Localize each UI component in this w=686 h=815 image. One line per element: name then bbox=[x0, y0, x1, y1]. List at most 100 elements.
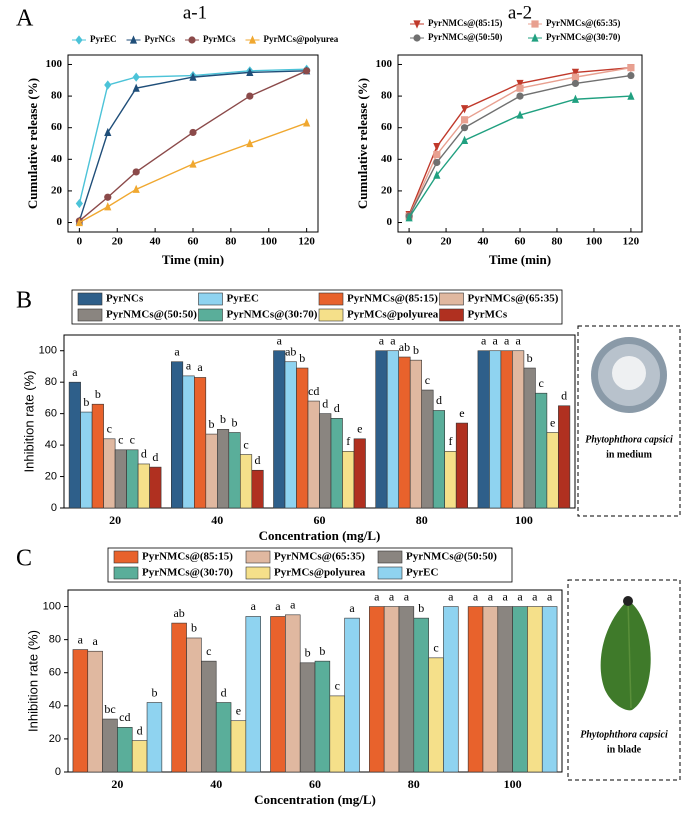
marker bbox=[246, 138, 254, 148]
x-tick-label: 100 bbox=[586, 236, 603, 248]
marker bbox=[460, 124, 469, 132]
bar bbox=[102, 718, 118, 773]
inset-species: Phytophthora capsici bbox=[580, 729, 668, 740]
bar bbox=[228, 432, 241, 509]
x-tick-label: 40 bbox=[211, 513, 223, 527]
significance-letter: a bbox=[448, 589, 454, 603]
marker bbox=[75, 198, 83, 209]
bar bbox=[546, 432, 559, 509]
marker bbox=[516, 110, 524, 119]
bar bbox=[477, 350, 490, 509]
y-tick-label: 60 bbox=[51, 121, 63, 133]
bar bbox=[398, 356, 411, 509]
marker bbox=[516, 92, 524, 100]
y-tick-label: 100 bbox=[39, 345, 57, 357]
significance-letter: d bbox=[334, 401, 340, 415]
y-tick-label: 60 bbox=[45, 408, 57, 420]
significance-letter: a bbox=[379, 333, 385, 347]
bar bbox=[149, 466, 162, 509]
y-tick-label: 100 bbox=[46, 58, 63, 70]
bar bbox=[482, 606, 499, 773]
significance-letter: d bbox=[255, 453, 261, 467]
series-line bbox=[408, 66, 632, 217]
significance-letter: c bbox=[335, 679, 340, 693]
y-tick-label: 80 bbox=[49, 634, 61, 646]
x-tick-label: 60 bbox=[515, 236, 527, 248]
legend-label: PyrNMCs@(85:15) bbox=[142, 551, 233, 563]
significance-letter: e bbox=[357, 422, 362, 436]
marker bbox=[104, 202, 112, 211]
bar bbox=[383, 606, 400, 773]
significance-letter: a bbox=[349, 601, 355, 615]
bar bbox=[443, 606, 459, 773]
legend-label: PyrNMCs@(85:15) bbox=[347, 293, 438, 305]
bar bbox=[500, 350, 513, 509]
significance-letter: a bbox=[186, 359, 192, 373]
legend-label: PyrNMCs@(65:35) bbox=[274, 551, 365, 563]
legend-label: PyrNMCs@(30:70) bbox=[142, 567, 233, 579]
bar bbox=[375, 350, 388, 509]
marker bbox=[460, 105, 469, 114]
x-tick-label: 0 bbox=[77, 236, 83, 248]
panel-label: C bbox=[16, 546, 32, 572]
marker bbox=[132, 83, 140, 92]
legend-swatch bbox=[198, 308, 223, 322]
legend-label: PyrEC bbox=[406, 567, 438, 579]
y-tick-label: 60 bbox=[381, 121, 393, 133]
marker bbox=[303, 118, 311, 127]
significance-letter: a bbox=[488, 589, 494, 603]
inset-caption: in medium bbox=[606, 449, 653, 460]
bar bbox=[489, 350, 502, 509]
inset-medium bbox=[577, 325, 681, 517]
x-tick-label: 0 bbox=[406, 236, 412, 248]
significance-letter: b bbox=[299, 351, 305, 365]
y-tick-label: 0 bbox=[387, 216, 393, 228]
legend-swatch bbox=[77, 308, 103, 322]
legend-swatch bbox=[377, 566, 403, 580]
y-tick-label: 20 bbox=[51, 184, 63, 196]
plot-frame bbox=[67, 54, 319, 233]
marker bbox=[627, 64, 635, 72]
panel-label: B bbox=[16, 288, 32, 314]
bar bbox=[217, 429, 230, 509]
y-tick-label: 60 bbox=[49, 667, 61, 679]
marker bbox=[516, 84, 524, 92]
significance-letter: b bbox=[83, 395, 89, 409]
significance-letter: a bbox=[374, 589, 380, 603]
legend-label: PyrNCs bbox=[106, 293, 144, 305]
legend-swatch bbox=[439, 292, 464, 306]
marker bbox=[433, 158, 441, 167]
bar bbox=[114, 449, 127, 509]
legend-swatch bbox=[377, 550, 403, 564]
x-axis-label: Concentration (mg/L) bbox=[254, 792, 376, 807]
x-tick-label: 120 bbox=[298, 236, 315, 248]
y-axis-label: Cumulative release (%) bbox=[25, 78, 40, 209]
significance-letter: d bbox=[561, 389, 567, 403]
marker bbox=[104, 193, 112, 201]
significance-letter: b bbox=[95, 387, 101, 401]
significance-letter: c bbox=[107, 422, 112, 436]
significance-letter: f bbox=[346, 434, 350, 448]
x-tick-label: 40 bbox=[210, 777, 222, 791]
y-tick-label: 20 bbox=[45, 470, 57, 482]
bar bbox=[314, 660, 331, 773]
leaf bbox=[600, 600, 651, 711]
inset-frame bbox=[577, 325, 681, 517]
significance-letter: b bbox=[220, 412, 226, 426]
bar bbox=[182, 375, 195, 509]
marker bbox=[413, 20, 421, 29]
legend-label: PyrEC bbox=[227, 293, 259, 305]
significance-letter: c bbox=[243, 437, 248, 451]
bar bbox=[409, 359, 423, 509]
bar bbox=[201, 660, 217, 773]
legend-label: PyrMCs@polyurea bbox=[274, 567, 366, 579]
significance-letter: a bbox=[174, 344, 180, 358]
bar bbox=[444, 451, 457, 509]
legend-label: PyrNCs bbox=[145, 34, 176, 44]
significance-letter: a bbox=[473, 589, 479, 603]
legend-swatch bbox=[245, 550, 271, 564]
y-tick-label: 0 bbox=[51, 502, 57, 514]
bar bbox=[398, 606, 415, 773]
bar bbox=[91, 403, 104, 509]
